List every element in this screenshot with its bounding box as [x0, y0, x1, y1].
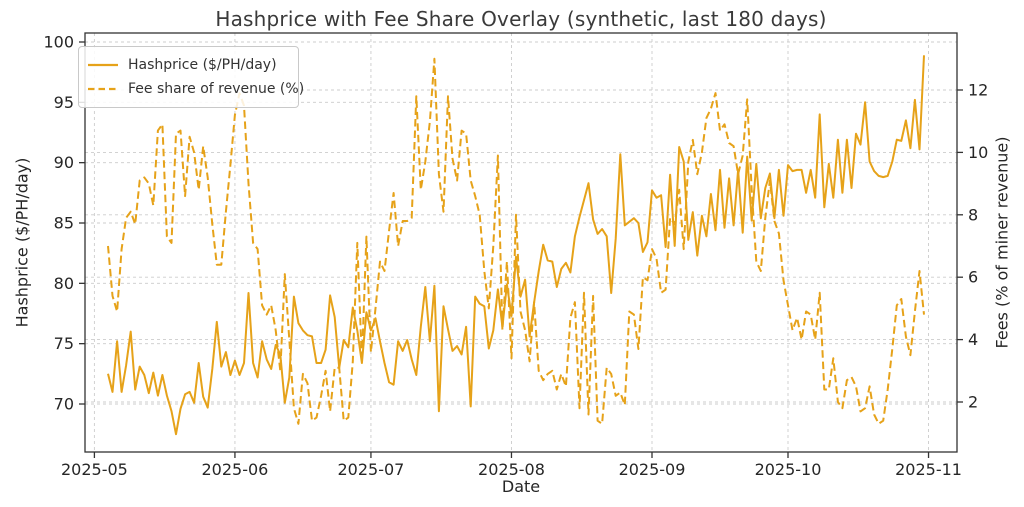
y-left-tick-label: 85: [54, 214, 74, 233]
solid-line-swatch-icon: [88, 63, 118, 67]
y-right-tick-label: 4: [968, 330, 978, 349]
x-tick-label: 2025-07: [338, 460, 405, 479]
dashed-line-swatch-icon: [88, 87, 118, 91]
y-right-tick-label: 10: [968, 143, 988, 162]
y-right-tick-label: 6: [968, 268, 978, 287]
y-left-tick-label: 80: [54, 274, 74, 293]
legend-item-label: Hashprice ($/PH/day): [128, 57, 277, 73]
y-left-tick-label: 75: [54, 334, 74, 353]
x-tick-label: 2025-08: [478, 460, 545, 479]
axis-spine: [84, 32, 958, 453]
legend-item-hashprice: Hashprice ($/PH/day): [87, 53, 288, 77]
x-axis-label: Date: [501, 477, 541, 496]
y-left-tick-label: 90: [54, 153, 74, 172]
x-tick-label: 2025-05: [61, 460, 128, 479]
y-right-axis-label: Fees (% of miner revenue): [992, 136, 1012, 349]
chart-title: Hashprice with Fee Share Overlay (synthe…: [215, 7, 827, 31]
y-left-tick-label: 70: [54, 395, 74, 414]
legend-item-label: Fee share of revenue (%): [128, 81, 305, 97]
fee-share-line: [107, 57, 925, 425]
y-right-tick-label: 8: [968, 205, 978, 224]
x-tick-label: 2025-09: [619, 460, 686, 479]
y-left-tick-label: 95: [54, 93, 74, 112]
hashprice-line: [107, 55, 925, 436]
x-tick-label: 2025-06: [202, 460, 269, 479]
legend: Hashprice ($/PH/day) Fee share of revenu…: [78, 46, 304, 108]
y-right-tick-label: 12: [968, 81, 988, 100]
y-left-tick-label: 100: [43, 33, 74, 52]
y-left-axis-label: Hashprice ($/PH/day): [12, 157, 32, 328]
legend-item-fee-share: Fee share of revenue (%): [87, 77, 304, 101]
x-tick-label: 2025-11: [895, 460, 962, 479]
y-right-tick-label: 2: [968, 393, 978, 412]
x-tick-label: 2025-10: [755, 460, 822, 479]
